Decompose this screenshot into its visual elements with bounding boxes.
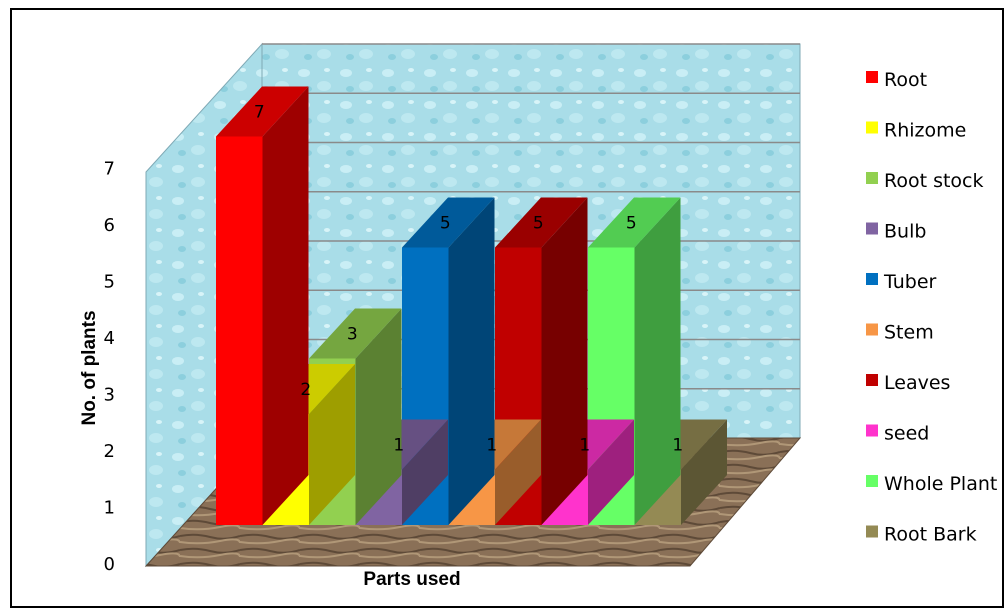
y-tick-label: 1: [104, 498, 115, 519]
bar-side: [541, 197, 588, 525]
bar-front: [216, 136, 263, 525]
bar-top: [402, 197, 495, 248]
y-tick-label: 0: [104, 554, 115, 575]
legend-label: Root stock: [884, 170, 984, 192]
legend-swatch: [866, 525, 878, 538]
y-axis-ticks: 0 1 2 3 4 5 6 7: [104, 159, 115, 576]
legend-swatch: [866, 273, 878, 285]
data-label: 5: [626, 214, 637, 234]
legend-item: Bulb: [866, 221, 926, 243]
legend: Root Rhizome Root stock Bulb Tuber Stem Leaves…: [866, 69, 997, 546]
legend-label: seed: [884, 423, 929, 445]
bar-top: [216, 86, 309, 137]
legend-item: seed: [866, 423, 929, 445]
y-tick-label: 4: [104, 328, 115, 349]
y-tick-label: 7: [104, 159, 115, 180]
bar-top: [588, 197, 681, 248]
legend-swatch: [866, 475, 878, 487]
legend-item: Whole Plant: [866, 473, 997, 495]
data-label: 1: [579, 436, 590, 456]
legend-item: Stem: [866, 322, 934, 344]
legend-swatch: [866, 172, 878, 184]
legend-item: Root Bark: [866, 524, 977, 546]
y-tick-label: 5: [104, 272, 115, 293]
legend-item: Leaves: [866, 372, 950, 394]
data-label: 1: [486, 436, 497, 456]
legend-swatch: [866, 121, 878, 134]
legend-label: Whole Plant: [884, 473, 997, 495]
bar-side: [355, 308, 402, 525]
legend-swatch: [866, 424, 878, 437]
chart: 7 2 3 1 5 1 5 1 5 1 0 1 2 3 4 5 6 7 No. of plants Parts …: [79, 42, 997, 586]
legend-item: Root: [866, 69, 927, 91]
data-labels: 7 2 3 1 5 1 5 1 5 1: [254, 103, 683, 456]
bar-side: [402, 419, 448, 525]
bar-root: [216, 86, 309, 525]
data-label: 2: [300, 380, 311, 400]
y-tick-label: 3: [104, 385, 115, 406]
bar-side: [262, 86, 309, 525]
legend-label: Stem: [884, 322, 934, 344]
y-tick-label: 6: [104, 215, 115, 236]
legend-swatch: [866, 323, 878, 336]
legend-label: Root: [884, 69, 927, 91]
y-axis-title: No. of plants: [79, 310, 100, 425]
legend-label: Bulb: [884, 221, 926, 243]
legend-label: Rhizome: [884, 120, 966, 142]
data-label: 1: [672, 436, 683, 456]
bar-top: [309, 308, 402, 359]
bar-side: [588, 419, 634, 525]
legend-label: Tuber: [883, 271, 937, 293]
legend-item: Tuber: [866, 271, 937, 293]
data-label: 1: [393, 436, 404, 456]
bar-side: [309, 364, 355, 525]
bars: [216, 86, 727, 525]
bar-side: [448, 197, 495, 525]
data-label: 5: [533, 214, 544, 234]
bar-side: [634, 197, 681, 525]
bar-side: [495, 419, 541, 525]
legend-swatch: [866, 222, 878, 235]
bar-tuber: [402, 197, 495, 525]
x-axis-title: Parts used: [363, 569, 460, 586]
bar-top: [495, 197, 588, 248]
data-label: 7: [254, 103, 265, 123]
data-label: 5: [440, 214, 451, 234]
legend-swatch: [866, 71, 878, 83]
legend-item: Root stock: [866, 170, 984, 192]
legend-item: Rhizome: [866, 120, 966, 142]
data-label: 3: [347, 325, 358, 345]
legend-swatch: [866, 374, 878, 386]
bar-side: [681, 419, 727, 525]
y-tick-label: 2: [104, 441, 115, 462]
legend-label: Leaves: [884, 372, 950, 394]
legend-label: Root Bark: [884, 524, 977, 546]
